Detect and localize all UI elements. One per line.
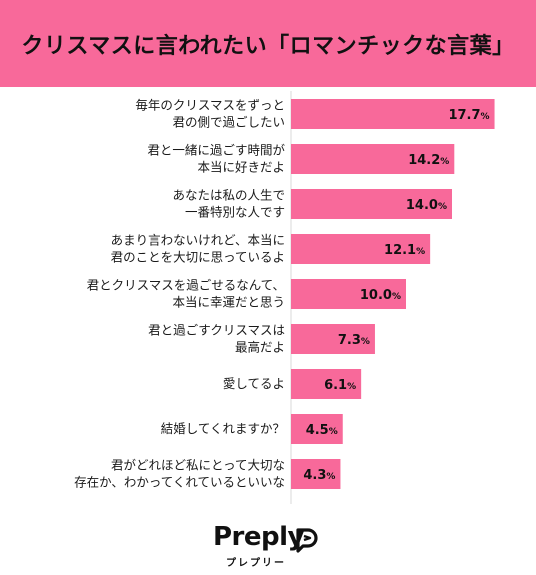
bar <box>291 459 341 489</box>
data-label: 4.3% <box>303 468 335 483</box>
bar <box>291 144 455 174</box>
chart-title: クリスマスに言われたい「ロマンチックな言葉」 <box>21 33 515 59</box>
data-label: 6.1% <box>324 378 356 393</box>
category-label: あなたは私の人生で一番特別な人です <box>172 188 285 220</box>
chart-header: クリスマスに言われたい「ロマンチックな言葉」 <box>0 0 536 87</box>
category-label: 君と過ごすクリスマスは最高だよ <box>148 323 285 355</box>
bar-chart: 17.7% 毎年のクリスマスをずっと君の側で過ごしたい 14.2% 君と一緒に過ごす時… <box>74 91 495 504</box>
category-label: あまり言わないけれど、本当に君のことを大切に思っているよ <box>111 233 285 265</box>
bar <box>291 324 375 354</box>
data-label: 4.5% <box>306 423 338 438</box>
data-label: 10.0% <box>360 288 401 303</box>
brand-logo: Preply プレプリー <box>0 518 536 575</box>
bar <box>291 99 495 129</box>
bar <box>291 279 406 309</box>
category-label: 君と一緒に過ごす時間が本当に好きだよ <box>147 143 285 175</box>
data-label: 7.3% <box>338 333 370 348</box>
bar <box>291 414 343 444</box>
logo-subtitle: プレプリー <box>226 558 286 569</box>
category-label: 愛してるよ <box>223 376 285 391</box>
bar <box>291 369 362 399</box>
logo-wordmark: Preply <box>213 522 304 552</box>
bar <box>291 189 452 219</box>
bar <box>291 234 431 264</box>
data-label: 12.1% <box>384 243 425 258</box>
preply-logo-icon <box>296 528 318 553</box>
category-label: 君がどれほど私にとって大切な存在か、わかってくれているといいな <box>74 458 285 490</box>
data-label: 17.7% <box>448 108 489 123</box>
data-label: 14.0% <box>406 198 447 213</box>
data-label: 14.2% <box>408 153 449 168</box>
category-label: 結婚してくれますか？ <box>161 421 285 436</box>
category-label: 君とクリスマスを過ごせるなんて、本当に幸運だと思う <box>87 278 285 310</box>
category-label: 毎年のクリスマスをずっと君の側で過ごしたい <box>135 98 285 130</box>
